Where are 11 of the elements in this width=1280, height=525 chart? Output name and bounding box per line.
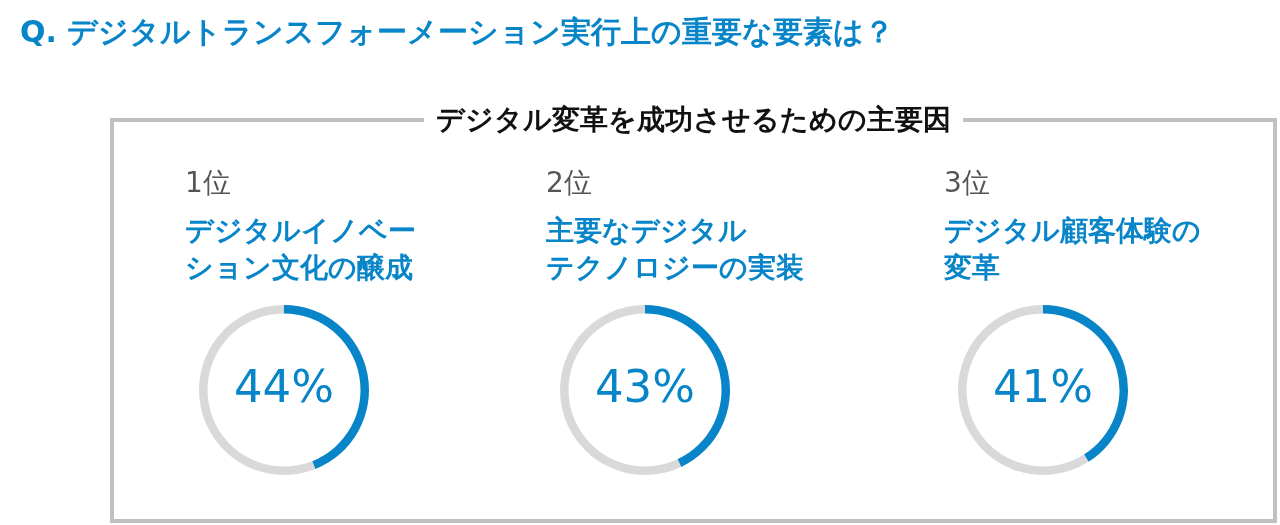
text: Q. デジタルトランスフォーメーション実行上の重要な要素は？ [20,13,895,51]
text: デジタル変革を成功させるための主要因 [424,103,963,136]
chart-title: 主要なデジタルテクノロジーの実装 [546,214,804,286]
data-label: 43% [594,359,696,413]
data-label: 44% [233,359,335,413]
data-label: 41% [992,359,1094,413]
chart-subtitle: 2位 [546,166,592,199]
chart-title: デジタルイノベーション文化の醸成 [185,214,416,286]
chart-subtitle: 3位 [944,166,990,199]
chart-subtitle: 1位 [185,166,231,199]
chart-title: デジタル顧客体験の変革 [944,214,1201,286]
